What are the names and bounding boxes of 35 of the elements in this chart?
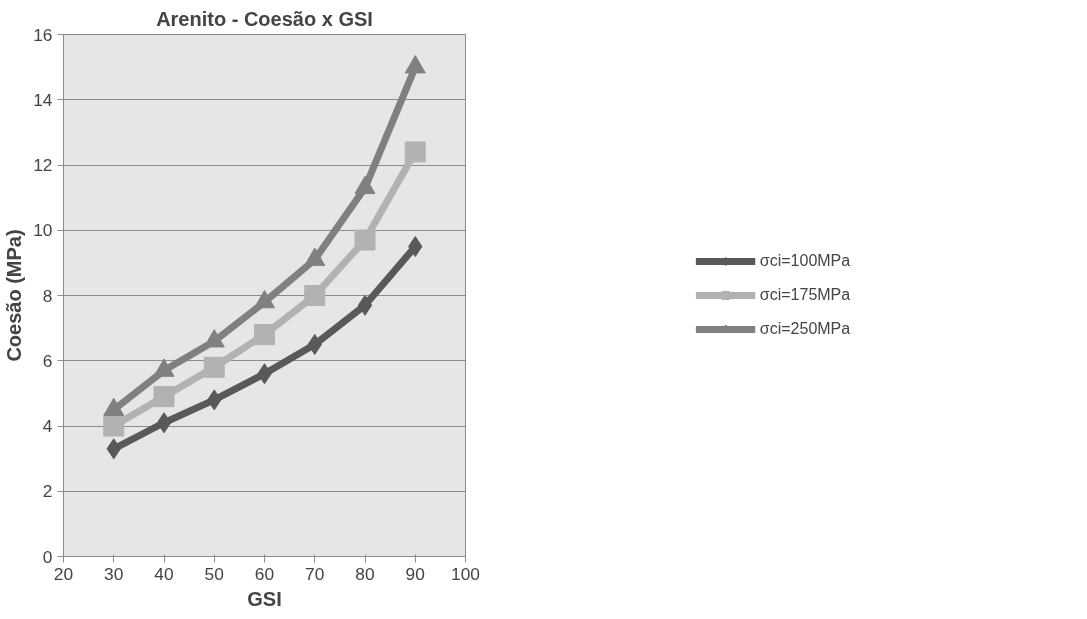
x-tick-label: 40 — [154, 563, 174, 584]
point — [103, 415, 125, 437]
legend-label: σci=175MPa — [759, 286, 851, 304]
point — [354, 229, 376, 251]
point — [203, 356, 225, 378]
y-tick-label: 14 — [33, 89, 53, 110]
x-tick-label: 70 — [305, 563, 325, 584]
legend-label: σci=100MPa — [759, 252, 851, 270]
y-tick-label: 10 — [33, 220, 53, 241]
point — [156, 412, 172, 434]
x-tick-label: 90 — [405, 563, 425, 584]
x-tick-label: 60 — [254, 563, 275, 584]
y-tick-label: 0 — [42, 546, 53, 567]
legend-label: σci=250MPa — [759, 320, 851, 338]
y-tick-label: 12 — [33, 155, 53, 175]
x-tick-label: 80 — [355, 563, 375, 584]
x-tick-label: 30 — [104, 563, 124, 584]
y-tick-label: 16 — [33, 24, 53, 45]
chart-title: Arenito - Coesão x GSI — [156, 7, 373, 30]
point — [254, 324, 275, 346]
y-tick-label: 2 — [42, 481, 53, 502]
y-tick-label: 8 — [42, 285, 53, 306]
point — [304, 285, 326, 306]
x-tick-label: 100 — [451, 563, 480, 584]
x-tick-label: 20 — [53, 563, 74, 584]
x-axis-title: GSI — [247, 587, 282, 610]
point — [404, 141, 426, 163]
y-tick-label: 4 — [42, 416, 53, 436]
y-axis-title: Coesão (MPa) — [3, 229, 26, 362]
point — [354, 175, 376, 195]
y-tick-label: 6 — [42, 350, 53, 371]
x-tick-label: 50 — [204, 563, 224, 584]
point — [404, 55, 426, 74]
point — [153, 386, 175, 408]
point — [357, 294, 373, 316]
